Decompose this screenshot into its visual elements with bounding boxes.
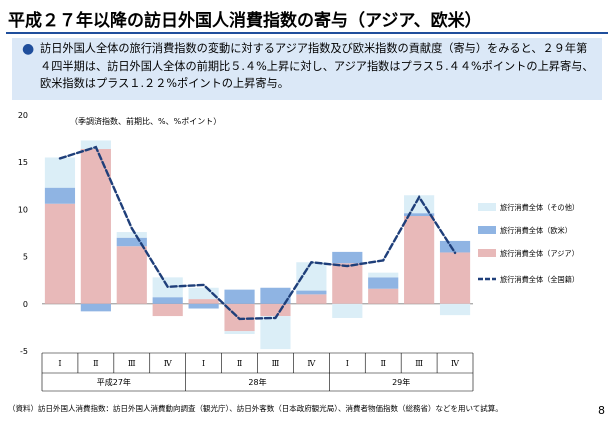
chart-note: （季調済指数、前期比、%、%ポイント）: [70, 116, 221, 126]
bar-segment: [260, 287, 291, 304]
bar-segment: [404, 216, 435, 304]
chart-bars: [44, 140, 471, 350]
bar-segment: [439, 303, 471, 316]
x-tick-label: Ⅲ: [415, 359, 423, 368]
source-footnote: （資料）訪日外国人消費指数：訪日外国人消費動向調査（観光庁）、訪日外客数（日本政…: [8, 404, 503, 413]
bar-segment: [260, 316, 291, 350]
bar-segment: [224, 331, 255, 335]
bar-segment: [368, 288, 399, 304]
x-tick-label: Ⅳ: [451, 359, 460, 368]
bar-segment: [260, 303, 291, 317]
legend-label: 旅行消費全体（全国籍）: [500, 275, 579, 284]
bar-segment: [152, 303, 183, 317]
x-tick-label: Ⅰ: [202, 359, 205, 368]
y-tick-label: 15: [18, 158, 28, 167]
legend-label: 旅行消費全体（欧米）: [500, 226, 572, 235]
bar-segment: [439, 252, 471, 304]
bar-segment: [44, 187, 76, 204]
x-tick-label: Ⅱ: [93, 359, 98, 368]
bar-segment: [332, 263, 363, 304]
summary-box: ● 訪日外国人全体の旅行消費指数の変動に対するアジア指数及び欧米指数の貢献度（寄…: [12, 38, 602, 100]
x-tick-label: Ⅳ: [307, 359, 316, 368]
x-tick-label: Ⅳ: [164, 359, 173, 368]
chart-legend: 旅行消費全体（その他） 旅行消費全体（欧米） 旅行消費全体（アジア） 旅行消費全体（全…: [478, 203, 579, 284]
bar-segment: [44, 203, 76, 304]
x-year-label: 28年: [248, 377, 266, 387]
contribution-chart: -5 0 5 10 15 20 Ⅰ Ⅱ Ⅲ Ⅳ Ⅰ Ⅱ Ⅲ Ⅳ Ⅰ Ⅱ Ⅲ Ⅳ 平成27年 28年 29年 （季調済指数…: [18, 111, 579, 392]
x-tick-label: Ⅲ: [128, 359, 136, 368]
y-tick-label: 10: [18, 205, 28, 214]
bar-segment: [188, 287, 219, 300]
bar-segment: [188, 299, 219, 304]
bar-segment: [188, 303, 219, 309]
bar-segment: [116, 237, 147, 247]
bar-segment: [296, 290, 327, 295]
legend-swatch: [478, 226, 496, 234]
x-tick-label: Ⅱ: [380, 359, 385, 368]
summary-text: 訪日外国人全体の旅行消費指数の変動に対するアジア指数及び欧米指数の貢献度（寄与）…: [40, 42, 594, 90]
x-tick-label: Ⅰ: [58, 359, 61, 368]
x-tick-label: Ⅲ: [272, 359, 280, 368]
x-year-label: 29年: [392, 377, 410, 387]
x-tick-label: Ⅰ: [346, 359, 349, 368]
legend-swatch: [478, 249, 496, 257]
page-title: 平成２７年以降の訪日外国人消費指数の寄与（アジア、欧米）: [8, 11, 482, 31]
bar-segment: [296, 262, 327, 291]
bar-segment: [116, 246, 147, 304]
y-tick-label: 0: [23, 300, 28, 309]
bar-segment: [404, 213, 435, 217]
bar-segment: [332, 251, 363, 264]
bar-segment: [44, 157, 76, 188]
bar-segment: [152, 297, 183, 304]
line-series-total: [58, 145, 457, 321]
bar-segment: [80, 303, 111, 312]
bar-segment: [439, 240, 471, 253]
y-tick-label: 20: [18, 111, 28, 120]
bar-segment: [368, 277, 399, 289]
legend-label: 旅行消費全体（その他）: [500, 203, 579, 212]
page-number: 8: [598, 404, 605, 417]
y-tick-label: -5: [20, 347, 28, 356]
bar-segment: [224, 289, 255, 304]
chart-axes: -5 0 5 10 15 20 Ⅰ Ⅱ Ⅲ Ⅳ Ⅰ Ⅱ Ⅲ Ⅳ Ⅰ Ⅱ Ⅲ Ⅳ 平成27年 28年 29年: [18, 111, 474, 392]
legend-label: 旅行消費全体（アジア）: [500, 249, 579, 258]
bar-segment: [332, 303, 363, 318]
bar-segment: [116, 232, 147, 238]
x-tick-label: Ⅱ: [237, 359, 242, 368]
bar-segment: [80, 148, 111, 304]
x-year-label: 平成27年: [97, 377, 131, 387]
bullet-icon: ●: [22, 41, 35, 57]
bar-segment: [368, 272, 399, 278]
legend-swatch: [478, 203, 496, 211]
bar-segment: [80, 140, 111, 149]
bar-segment: [296, 294, 327, 304]
title-underline: [6, 32, 608, 34]
y-tick-label: 5: [23, 253, 28, 262]
chart-line: [58, 145, 457, 321]
